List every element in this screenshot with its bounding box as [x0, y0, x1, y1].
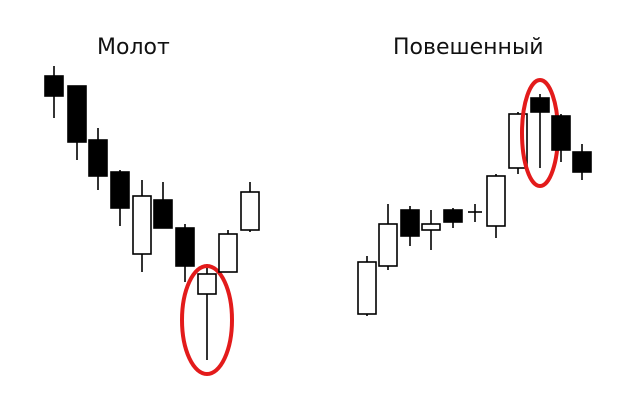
candle-body [132, 195, 152, 255]
hanging-man-title: Повешенный [393, 35, 544, 60]
candle-body [443, 209, 463, 223]
candle [88, 128, 108, 190]
candle-body [153, 199, 173, 229]
candle-body [110, 171, 130, 209]
candle-body [421, 223, 441, 231]
candle [44, 66, 64, 118]
candle [357, 256, 377, 316]
hammer-title: Молот [97, 35, 170, 60]
candle-body [572, 151, 592, 173]
candle [443, 208, 463, 228]
candle-body [197, 273, 217, 295]
candle-body [530, 97, 550, 113]
candle [400, 206, 420, 246]
candle-body [67, 85, 87, 143]
candle-body [44, 75, 64, 97]
candle [197, 264, 217, 360]
candle-body [400, 209, 420, 237]
candle [67, 85, 87, 160]
candle [153, 182, 173, 229]
candle [240, 182, 260, 232]
candle-body [88, 139, 108, 177]
candle [132, 180, 152, 272]
candle [572, 144, 592, 180]
candle [421, 210, 441, 250]
candle [468, 204, 482, 222]
candle-body [175, 227, 195, 267]
candle-body [378, 223, 398, 267]
candle [530, 94, 550, 168]
candle-body [551, 115, 571, 151]
candle-body [357, 261, 377, 315]
hanging-man-panel [357, 78, 592, 316]
highlight-ellipse [180, 264, 234, 376]
hammer-panel [44, 66, 260, 376]
candle [218, 230, 238, 273]
candle [486, 174, 506, 238]
candle-body [218, 233, 238, 273]
candle [378, 204, 398, 270]
candle [175, 224, 195, 282]
candle [110, 170, 130, 226]
candle-body [486, 175, 506, 227]
candle-body [240, 191, 260, 231]
candle [551, 114, 571, 162]
